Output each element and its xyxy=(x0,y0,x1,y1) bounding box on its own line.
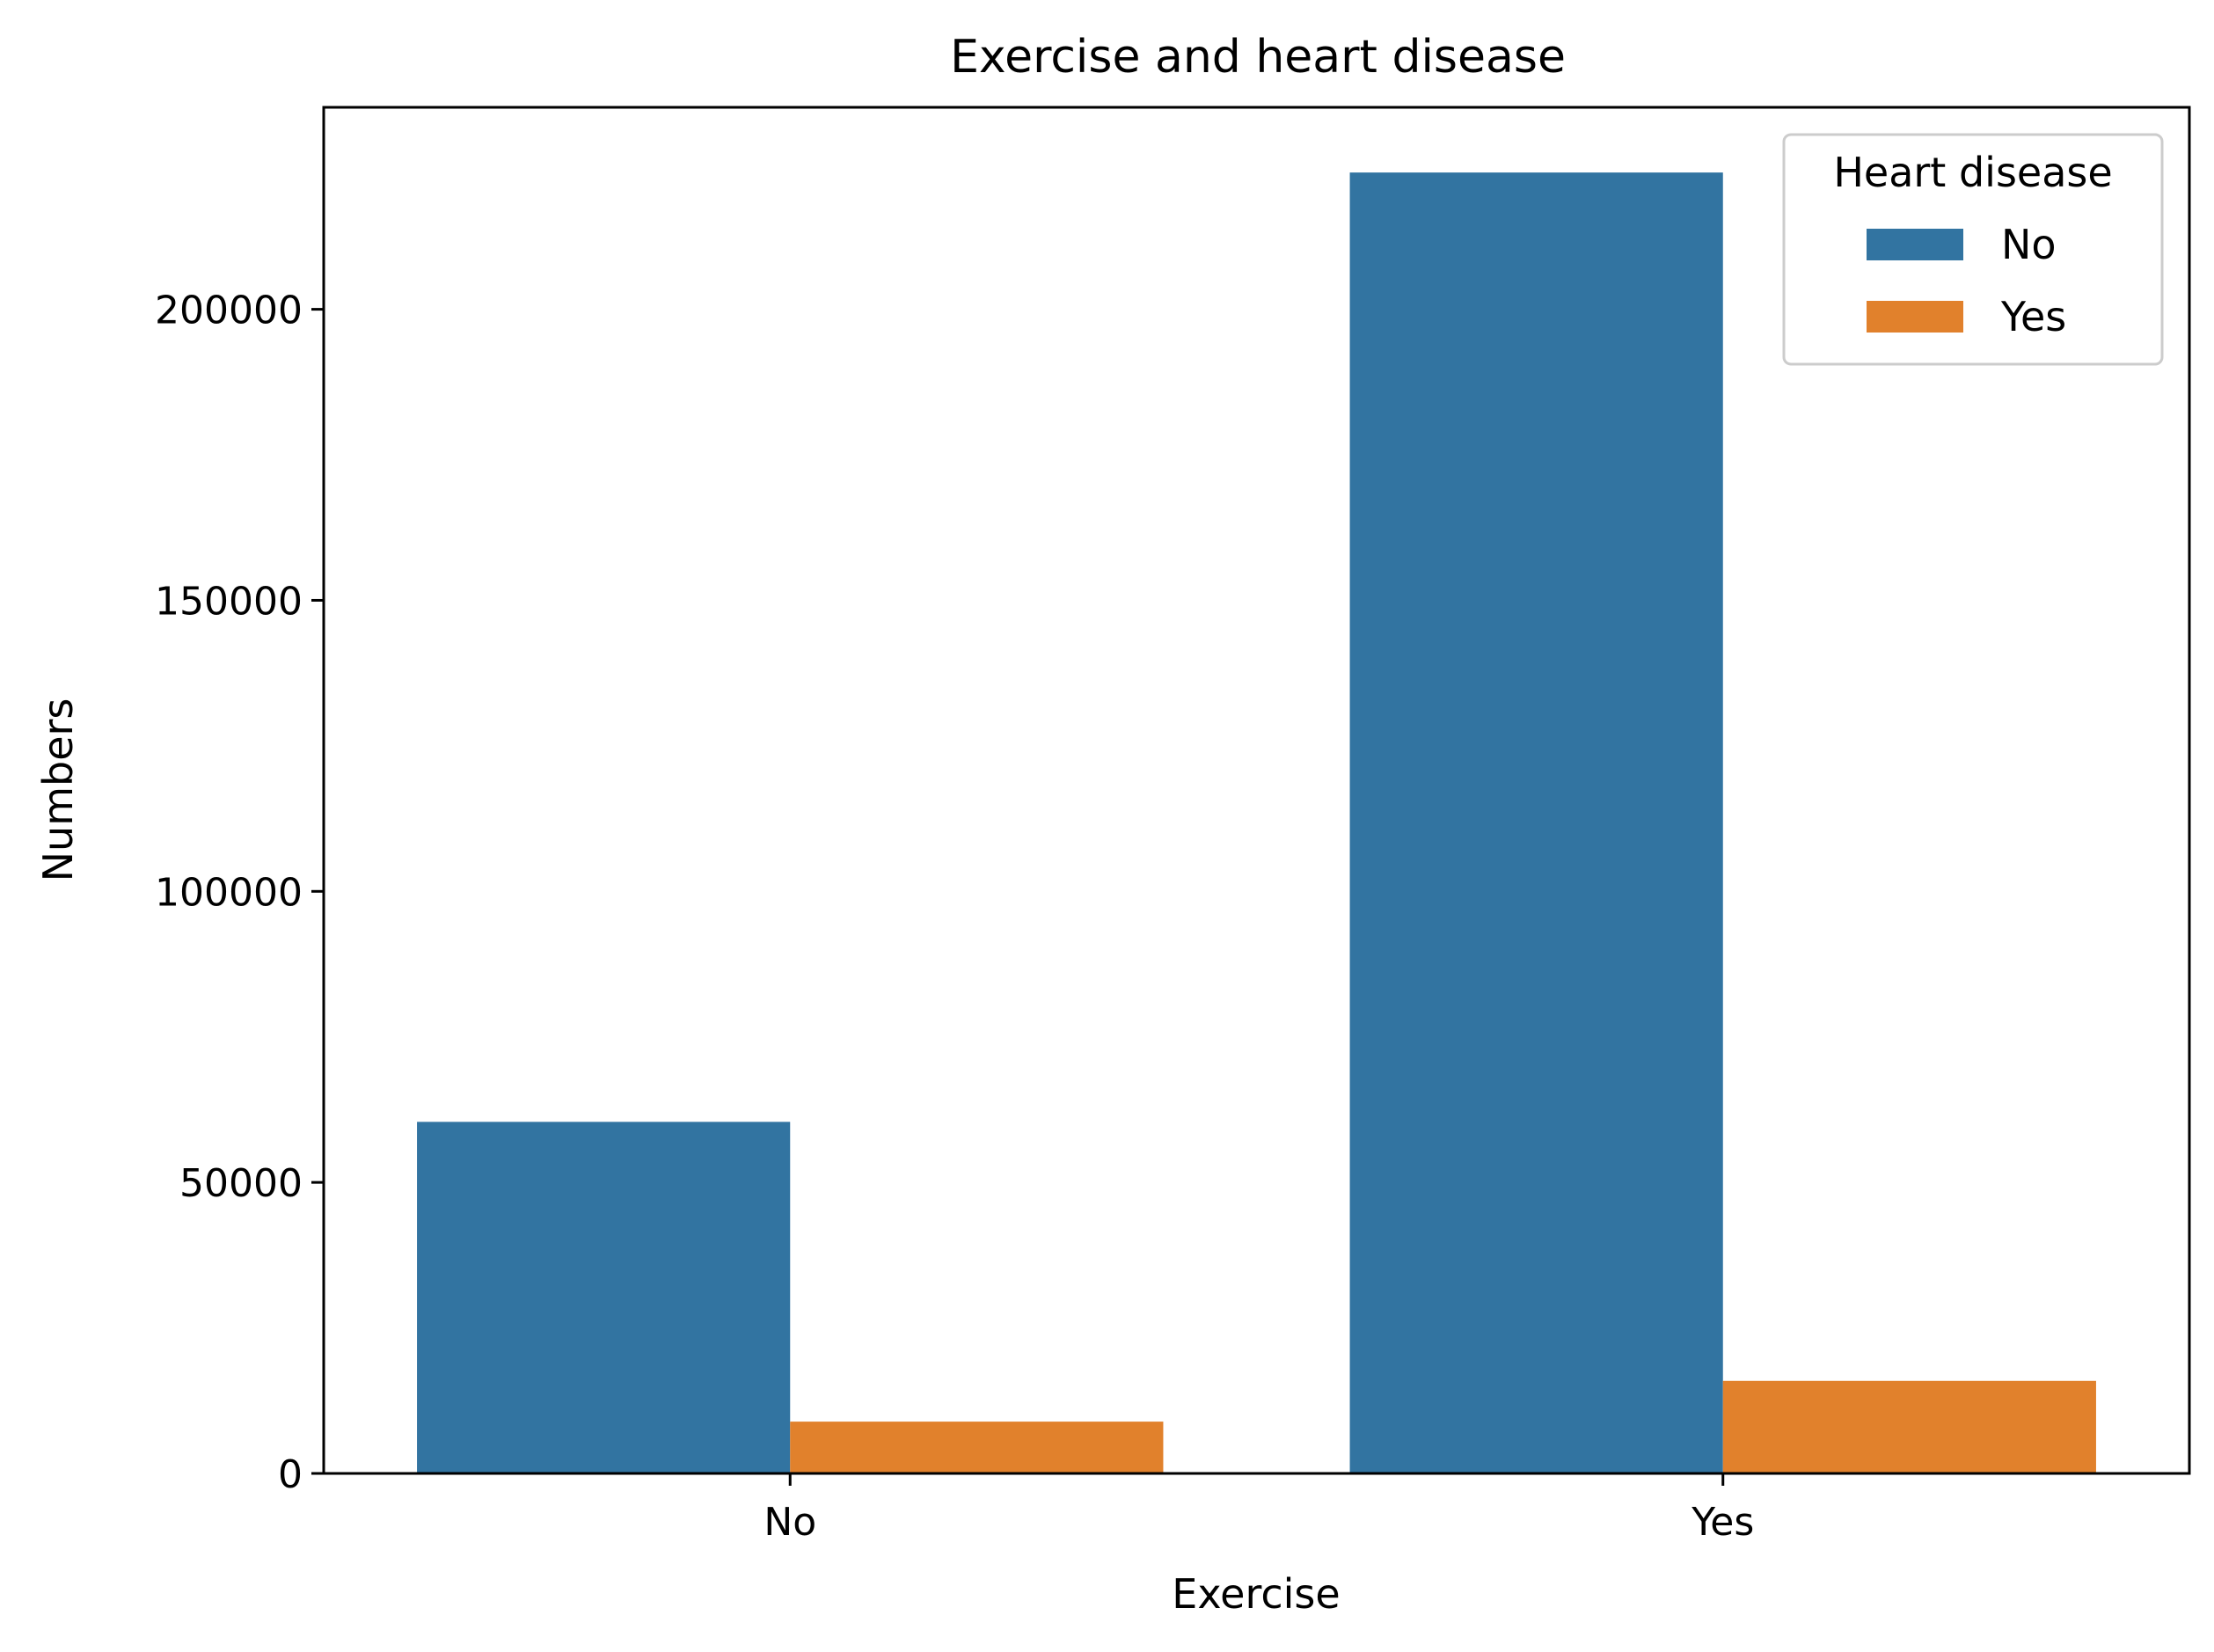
y-tick-label: 100000 xyxy=(155,870,303,915)
x-tick-label: No xyxy=(764,1500,816,1545)
bar-exercise-no-heart-disease-yes xyxy=(790,1422,1164,1473)
bar-group xyxy=(417,172,2096,1474)
x-axis: No Yes xyxy=(764,1473,1754,1545)
y-axis: 0 50000 100000 150000 200000 xyxy=(155,289,324,1497)
legend: Heart disease No Yes xyxy=(1782,133,2164,366)
x-axis-label: Exercise xyxy=(1172,1570,1340,1618)
y-tick-label: 150000 xyxy=(155,579,303,624)
legend-swatch xyxy=(1867,229,1963,260)
y-tick-label: 200000 xyxy=(155,289,303,333)
y-tick-label: 0 xyxy=(278,1452,303,1497)
legend-title: Heart disease xyxy=(1833,149,2112,196)
y-axis-label: Numbers xyxy=(34,698,82,882)
legend-label: Yes xyxy=(2000,293,2066,340)
legend-swatch xyxy=(1867,301,1963,333)
legend-label: No xyxy=(2001,221,2057,268)
bar-exercise-yes-heart-disease-yes xyxy=(1722,1380,2096,1473)
chart-title: Exercise and heart disease xyxy=(950,31,1566,84)
x-tick-label: Yes xyxy=(1691,1500,1754,1545)
plot-frame xyxy=(322,106,2191,1475)
y-tick-label: 50000 xyxy=(179,1161,303,1206)
bar-exercise-no-heart-disease-no xyxy=(417,1122,791,1473)
bar-exercise-yes-heart-disease-no xyxy=(1349,172,1723,1474)
legend-entries: No Yes xyxy=(1867,221,2066,340)
